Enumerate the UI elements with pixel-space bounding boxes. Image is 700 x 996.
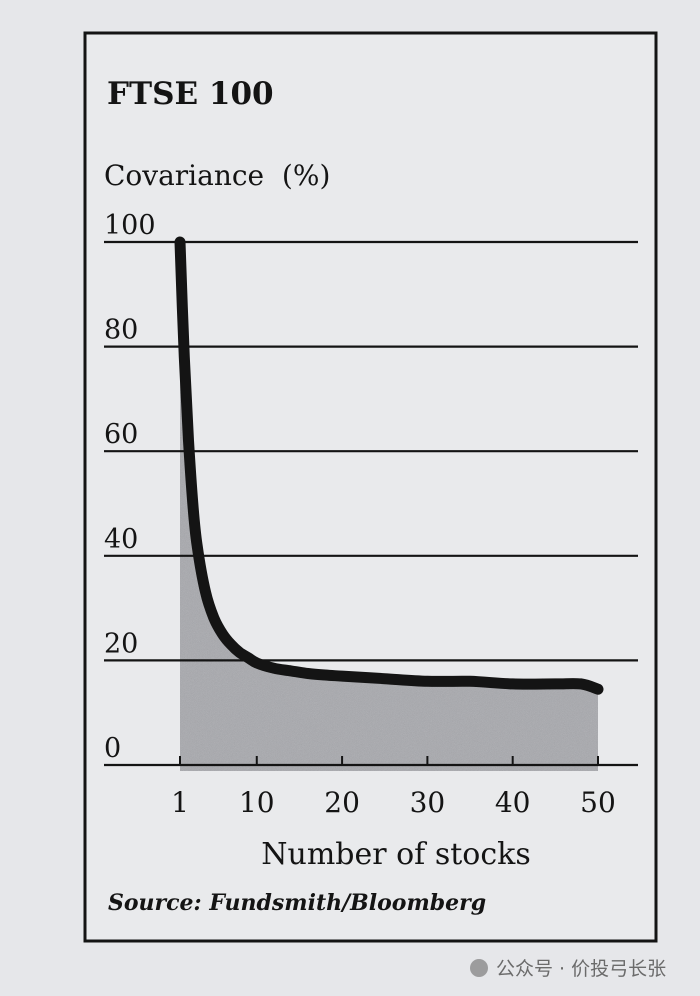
x-tick-label-40: 40 bbox=[495, 786, 531, 819]
y-tick-label-0: 0 bbox=[104, 733, 121, 764]
chart-title: FTSE 100 bbox=[107, 76, 274, 112]
y-tick-label-60: 60 bbox=[104, 419, 138, 450]
x-tick-labels: 1 10 20 30 40 50 bbox=[171, 786, 616, 819]
source-note: Source: Fundsmith/Bloomberg bbox=[108, 890, 486, 916]
watermark: 公众号 · 价投弓长张 bbox=[470, 958, 666, 980]
series-line bbox=[174, 236, 604, 695]
x-tick-label-30: 30 bbox=[410, 786, 446, 819]
x-tick-label-20: 20 bbox=[324, 786, 360, 819]
watermark-text: 公众号 · 价投弓长张 bbox=[496, 958, 666, 980]
y-tick-label-100: 100 bbox=[104, 210, 156, 241]
y-tick-labels: 0 20 40 60 80 100 bbox=[104, 210, 156, 764]
x-tick-label-50: 50 bbox=[580, 786, 616, 819]
x-axis-label: Number of stocks bbox=[261, 837, 530, 872]
x-tick-label-10: 10 bbox=[239, 786, 275, 819]
y-tick-label-80: 80 bbox=[104, 315, 138, 346]
y-tick-label-20: 20 bbox=[104, 628, 138, 659]
series-line-layer bbox=[174, 236, 604, 695]
wechat-icon bbox=[470, 959, 488, 977]
area-texture bbox=[180, 242, 598, 771]
area-layer bbox=[180, 242, 598, 771]
x-axis bbox=[104, 756, 638, 767]
y-axis-label: Covariance (%) bbox=[104, 159, 330, 192]
x-tick-label-1: 1 bbox=[171, 786, 189, 819]
y-tick-label-40: 40 bbox=[104, 524, 138, 555]
